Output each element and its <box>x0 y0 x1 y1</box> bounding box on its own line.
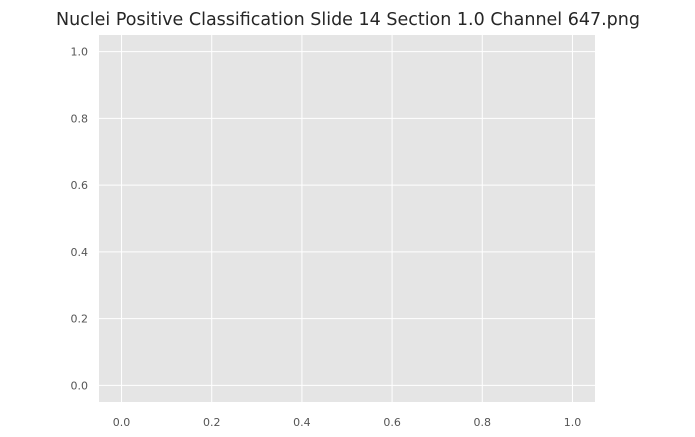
chart-title: Nuclei Positive Classification Slide 14 … <box>56 10 640 30</box>
x-tick-labels: 0.0 0.2 0.4 0.6 0.8 1.0 <box>113 416 581 429</box>
x-tick-label: 0.6 <box>383 416 401 429</box>
x-tick-label: 0.4 <box>293 416 311 429</box>
y-tick-label: 1.0 <box>71 46 89 59</box>
y-tick-label: 0.8 <box>71 112 89 125</box>
y-tick-labels: 0.0 0.2 0.4 0.6 0.8 1.0 <box>71 46 89 393</box>
plot-area <box>99 35 595 402</box>
y-tick-label: 0.4 <box>71 246 89 259</box>
x-tick-label: 0.8 <box>474 416 492 429</box>
x-grid-lines <box>121 35 573 402</box>
x-tick-label: 1.0 <box>564 416 582 429</box>
x-tick-label: 0.0 <box>113 416 131 429</box>
y-tick-label: 0.2 <box>71 313 89 326</box>
x-tick-label: 0.2 <box>203 416 221 429</box>
y-tick-label: 0.6 <box>71 179 89 192</box>
y-grid-lines <box>99 51 595 386</box>
y-tick-label: 0.0 <box>71 379 89 392</box>
